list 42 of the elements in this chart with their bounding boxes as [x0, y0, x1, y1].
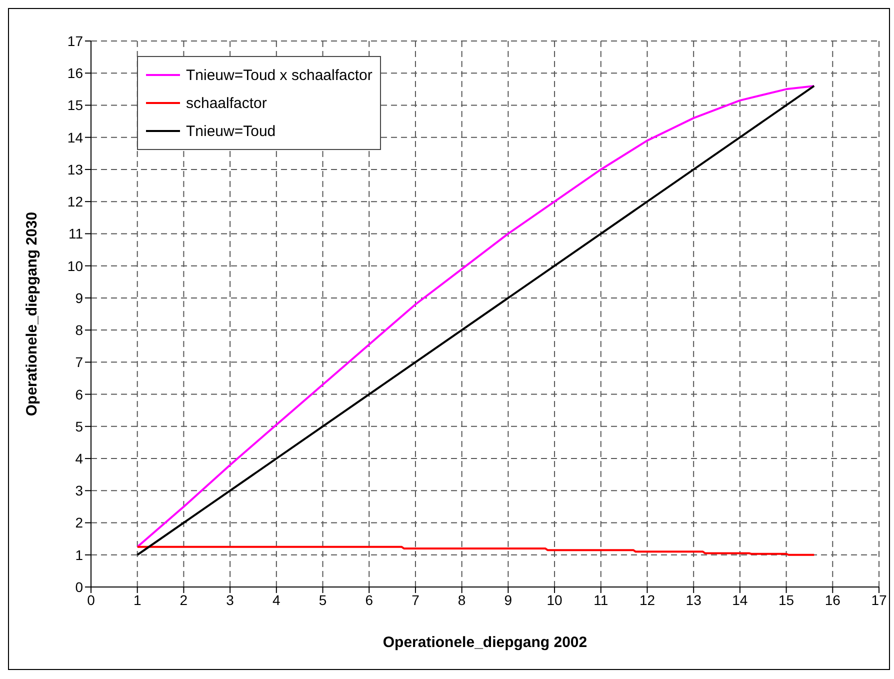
y-tick-label: 6	[75, 386, 84, 402]
legend-label: schaalfactor	[186, 94, 267, 112]
x-tick-label: 5	[318, 592, 327, 608]
y-tick-label: 15	[67, 97, 84, 114]
x-tick-label: 16	[824, 592, 841, 608]
y-tick-label: 7	[75, 354, 84, 370]
y-tick-label: 2	[75, 514, 84, 531]
y-tick-label: 13	[67, 161, 84, 178]
x-axis-title: Operationele_diepgang 2002	[382, 634, 588, 651]
y-tick-label: 9	[75, 290, 84, 306]
x-tick-label: 2	[180, 592, 188, 608]
x-tick-label: 17	[871, 592, 887, 608]
x-tick-label: 6	[365, 592, 374, 608]
x-tick-label: 0	[87, 592, 96, 608]
x-tick-label: 3	[226, 592, 234, 608]
line-series	[136, 546, 816, 556]
y-tick-label: 1	[75, 546, 84, 563]
x-tick-label: 1	[133, 592, 142, 608]
y-tick-label: 10	[67, 258, 84, 274]
y-tick-label: 16	[67, 65, 84, 82]
x-tick-label: 14	[732, 592, 748, 608]
y-tick-label: 0	[75, 578, 84, 595]
x-tick-label: 10	[546, 592, 563, 608]
y-tick-label: 8	[75, 322, 84, 338]
y-tick-label: 11	[68, 226, 84, 242]
x-tick-label: 12	[639, 592, 656, 608]
y-tick-label: 3	[75, 482, 84, 499]
y-tick-label: 17	[67, 32, 84, 49]
y-tick-label: 12	[67, 194, 84, 210]
x-tick-label: 4	[272, 592, 281, 608]
x-tick-label: 11	[594, 592, 608, 608]
y-tick-label: 4	[75, 450, 84, 466]
x-tick-label: 15	[778, 592, 794, 608]
x-tick-label: 9	[504, 592, 512, 608]
x-tick-label: 13	[686, 592, 702, 608]
x-tick-label: 7	[412, 592, 420, 608]
y-axis-title: Operationele_diepgang 2030	[23, 212, 40, 416]
y-tick-label: 5	[75, 418, 84, 434]
y-tick-label: 14	[67, 129, 84, 146]
x-tick-label: 8	[458, 592, 466, 608]
legend-label: Tnieuw=Toud	[186, 122, 276, 140]
legend-label: Tnieuw=Toud x schaalfactor	[186, 66, 372, 84]
